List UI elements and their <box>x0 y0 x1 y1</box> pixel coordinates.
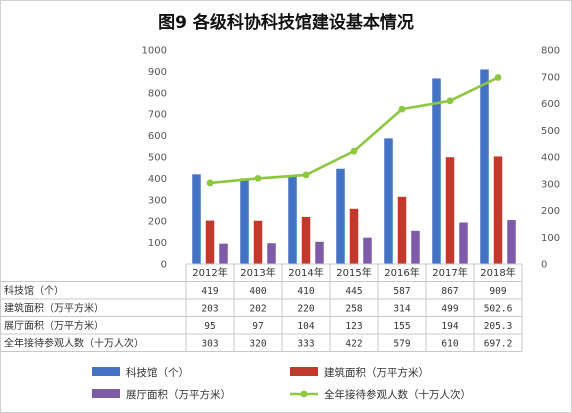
bar-3-7 <box>507 220 516 264</box>
table-cell: 314 <box>393 304 410 315</box>
table-cell: 422 <box>345 339 362 350</box>
y-right-tick-label: 200 <box>541 206 560 217</box>
bar-1-1 <box>192 174 201 264</box>
table-cell: 697.2 <box>484 339 513 350</box>
chart-title: 图9 各级科协科技馆建设基本情况 <box>158 13 414 33</box>
x-category-label: 2015年 <box>336 266 371 279</box>
y-right-tick-label: 500 <box>541 126 560 137</box>
bar-2-3 <box>301 216 311 264</box>
y-left-tick-label: 800 <box>148 88 167 99</box>
legend-label-2: 建筑面积（万平方米） <box>324 366 429 379</box>
visitor-point-6 <box>446 97 454 105</box>
y-left-tick-label: 1000 <box>142 46 167 57</box>
bar-1-6 <box>432 78 441 264</box>
table-cell: 909 <box>489 286 506 297</box>
y-left-tick-label: 300 <box>148 195 167 206</box>
y-right-tick-label: 700 <box>541 72 560 83</box>
table-cell: 579 <box>393 339 410 350</box>
y-left-tick-label: 500 <box>148 153 167 164</box>
table-row-label: 全年接待参观人数（十万人次） <box>4 337 144 350</box>
y-right-tick-label: 600 <box>541 99 560 110</box>
legend-label-4: 全年接待参观人数（十万人次） <box>324 388 471 401</box>
table-cell: 303 <box>201 339 218 350</box>
bar-2-7 <box>493 156 503 264</box>
table-cell: 202 <box>249 304 266 315</box>
table-cell: 400 <box>249 286 266 297</box>
bar-2-6 <box>445 157 455 264</box>
bar-1-2 <box>240 178 249 264</box>
table-cell: 320 <box>249 339 266 350</box>
table-cell: 502.6 <box>484 304 513 315</box>
visitor-point-5 <box>398 105 406 113</box>
bar-2-1 <box>205 220 215 264</box>
table-cell: 333 <box>297 339 314 350</box>
bar-3-6 <box>459 222 468 264</box>
table-cell: 155 <box>393 321 410 332</box>
table-row-label: 展厅面积（万平方米） <box>4 319 104 332</box>
bar-2-2 <box>253 220 263 264</box>
table-cell: 610 <box>441 339 458 350</box>
table-cell: 104 <box>297 321 314 332</box>
y-left-tick-label: 600 <box>148 131 167 142</box>
table-cell: 205.3 <box>484 321 513 332</box>
bar-3-4 <box>363 237 372 264</box>
legend-swatch-3 <box>92 389 120 398</box>
visitor-point-4 <box>350 147 358 155</box>
legend-label-3: 展厅面积（万平方米） <box>126 388 231 401</box>
bar-1-7 <box>480 69 489 264</box>
bar-3-2 <box>267 243 276 264</box>
y-left-tick-label: 200 <box>148 217 167 228</box>
table-cell: 445 <box>345 286 362 297</box>
x-category-label: 2013年 <box>240 266 275 279</box>
table-cell: 587 <box>393 286 410 297</box>
x-category-label: 2017年 <box>432 266 467 279</box>
y-left-tick-label: 900 <box>148 67 167 78</box>
x-category-label: 2014年 <box>288 266 323 279</box>
table-cell: 95 <box>204 321 215 332</box>
table-cell: 410 <box>297 286 314 297</box>
bar-1-5 <box>384 138 393 264</box>
y-right-tick-label: 400 <box>541 153 560 164</box>
visitor-point-1 <box>206 179 214 187</box>
visitor-point-7 <box>494 74 502 81</box>
table-row-label: 建筑面积（万平方米） <box>4 302 104 315</box>
bar-2-5 <box>397 196 407 264</box>
bar-3-1 <box>219 243 228 264</box>
table-cell: 419 <box>201 286 218 297</box>
legend-swatch-2 <box>290 367 318 376</box>
legend-label-1: 科技馆（个） <box>126 366 189 379</box>
bar-3-3 <box>315 241 324 264</box>
legend-swatch-1 <box>92 367 120 376</box>
table-cell: 123 <box>345 321 362 332</box>
y-left-tick-label: 0 <box>161 260 167 271</box>
visitor-point-2 <box>254 175 262 182</box>
x-category-label: 2018年 <box>480 266 515 279</box>
y-right-tick-label: 300 <box>541 179 560 190</box>
x-category-label: 2016年 <box>384 266 419 279</box>
y-right-tick-label: 100 <box>541 233 560 244</box>
table-cell: 258 <box>345 304 362 315</box>
table-cell: 97 <box>252 321 263 332</box>
y-right-tick-label: 800 <box>541 46 560 57</box>
y-left-tick-label: 100 <box>148 238 167 249</box>
visitor-point-3 <box>302 171 310 179</box>
table-cell: 220 <box>297 304 314 315</box>
table-cell: 194 <box>441 321 458 332</box>
y-right-tick-label: 0 <box>541 260 547 271</box>
table-cell: 867 <box>441 286 458 297</box>
bar-3-5 <box>411 230 420 264</box>
table-cell: 203 <box>201 304 218 315</box>
y-left-tick-label: 400 <box>148 174 167 185</box>
bar-2-4 <box>349 208 359 264</box>
bar-1-4 <box>336 168 345 264</box>
x-category-label: 2012年 <box>192 266 227 279</box>
visitor-line <box>209 76 499 185</box>
y-left-tick-label: 700 <box>148 110 167 121</box>
table-row-label: 科技馆（个） <box>4 284 64 297</box>
bar-1-3 <box>288 176 297 264</box>
legend-swatch-marker <box>300 390 308 398</box>
table-cell: 499 <box>441 304 458 315</box>
